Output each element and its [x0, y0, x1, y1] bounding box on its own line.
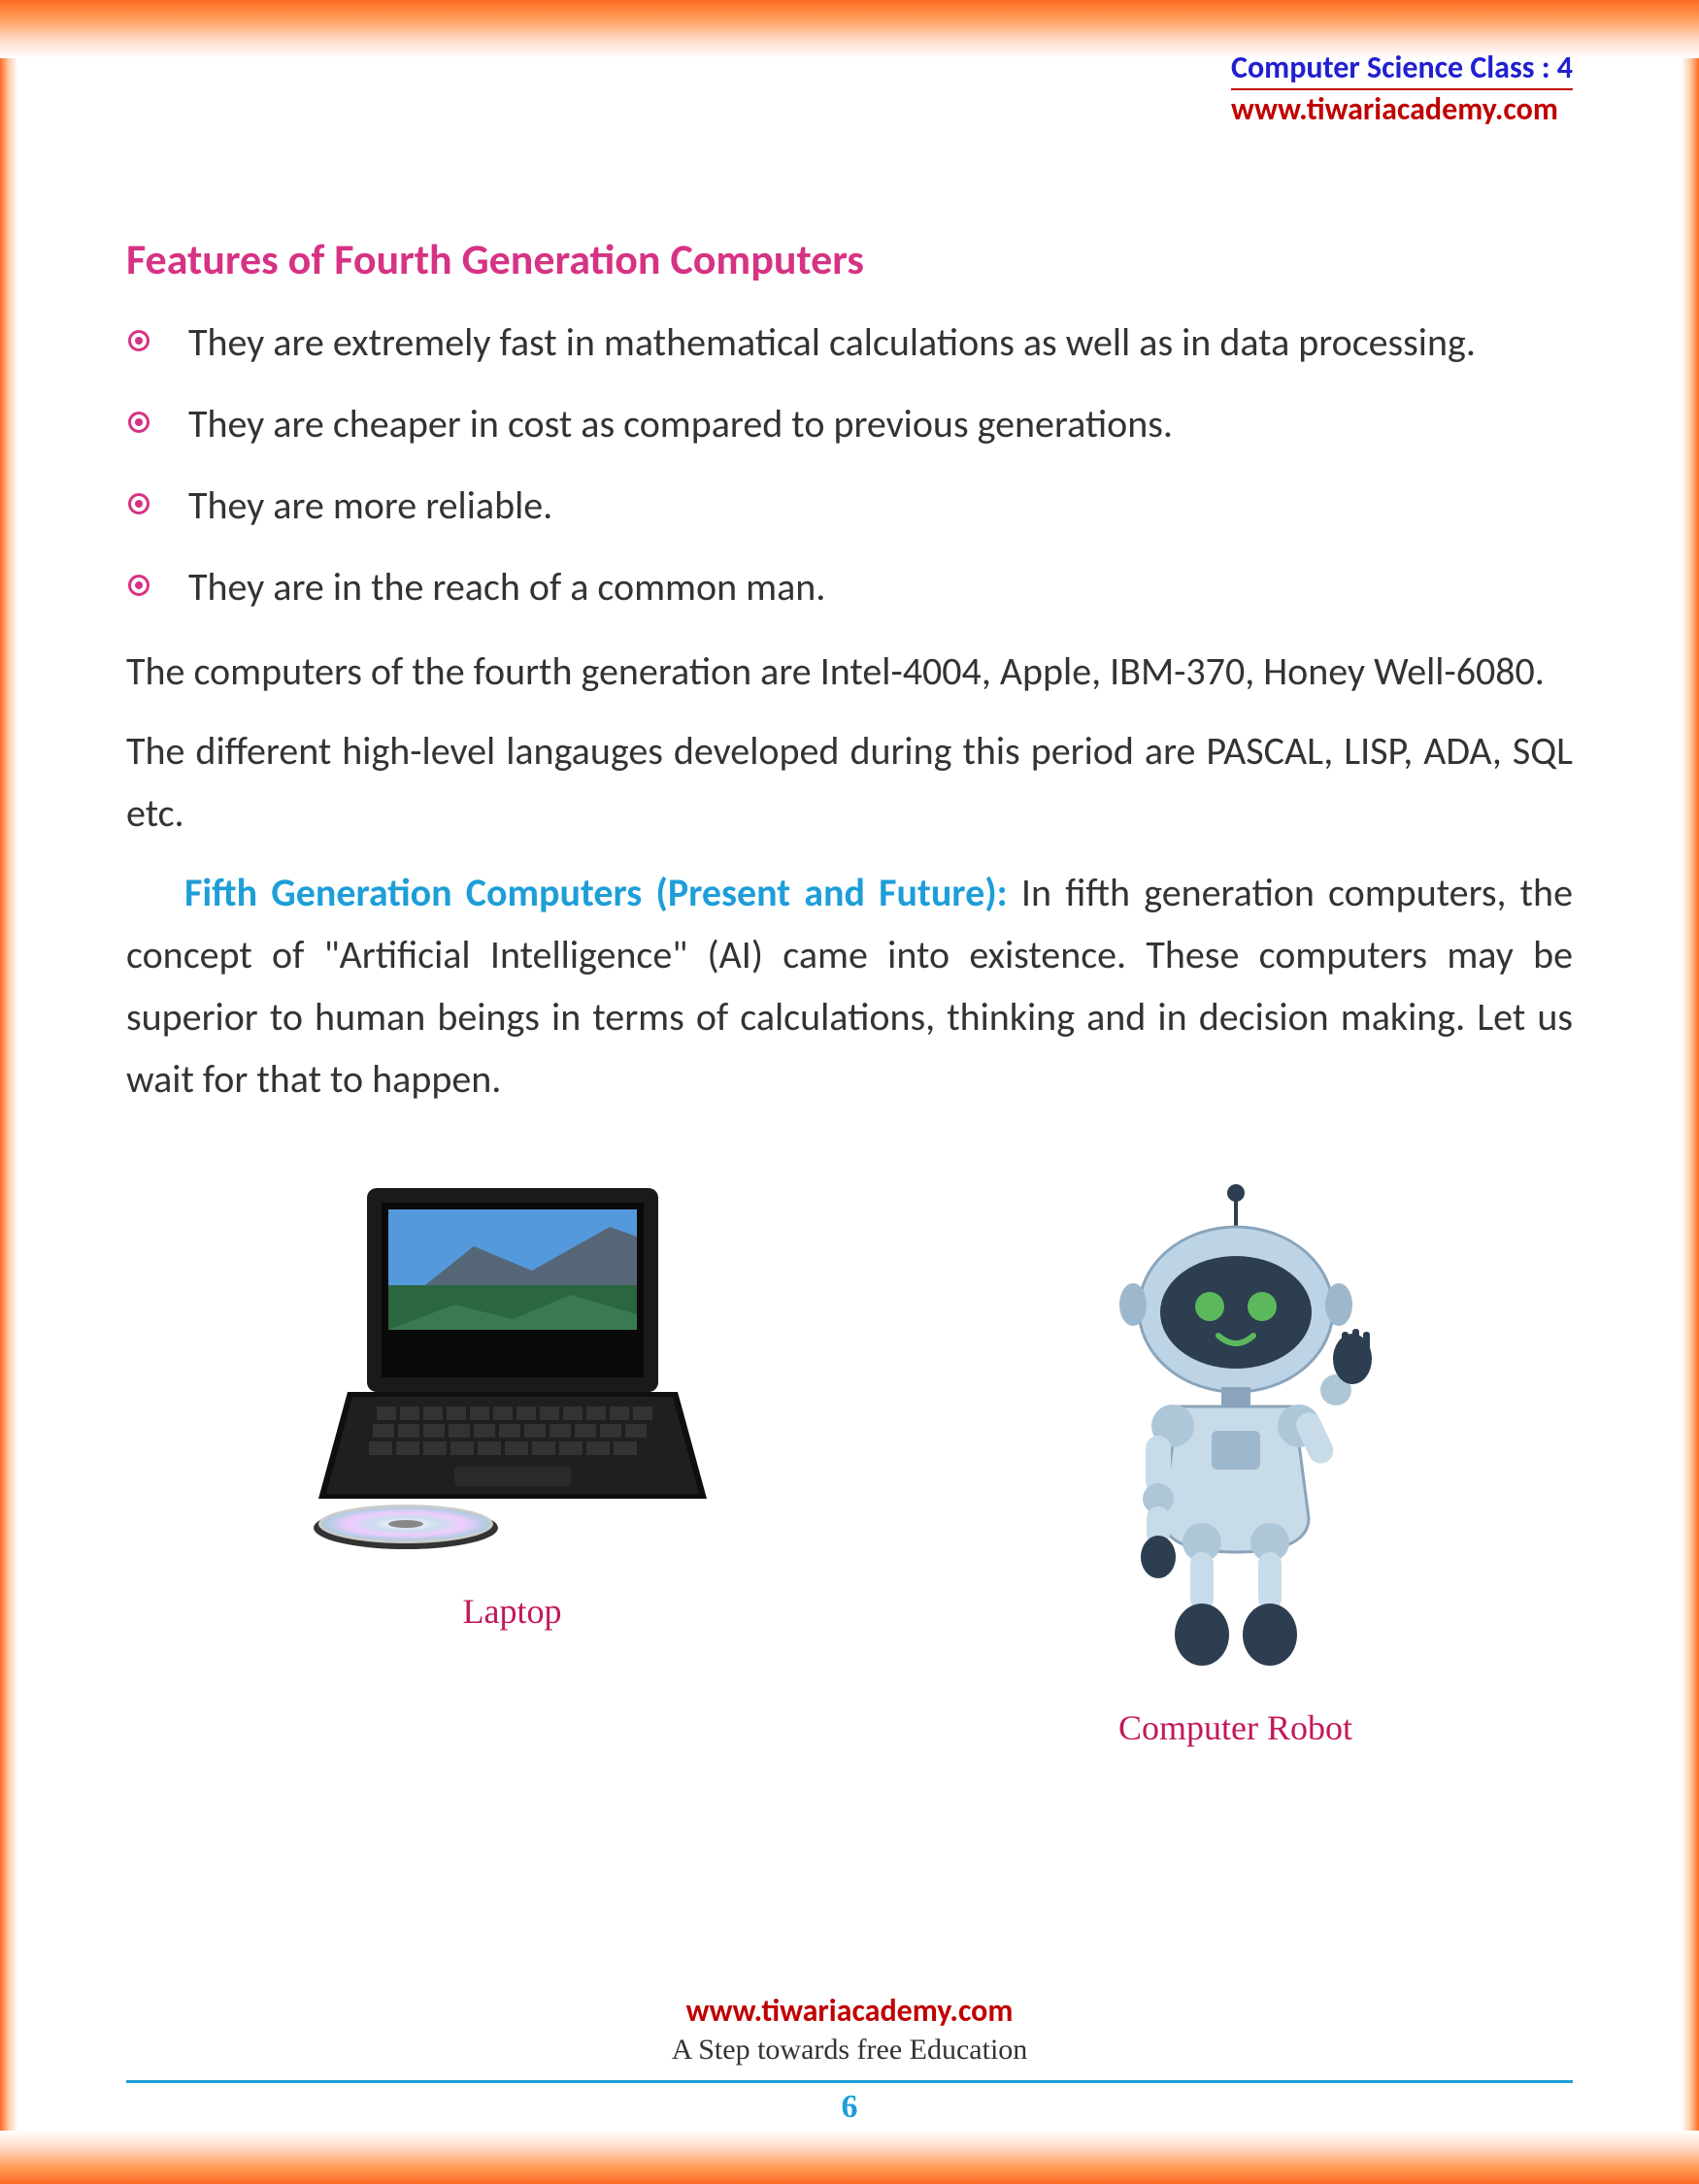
feature-list: They are extremely fast in mathematical … [126, 314, 1573, 615]
paragraph-languages: The different high-level langauges devel… [126, 720, 1573, 844]
images-row: Laptop [126, 1169, 1573, 1748]
class-label: Computer Science Class : 4 [1231, 49, 1573, 86]
list-item: They are more reliable. [126, 478, 1573, 534]
page-header: Computer Science Class : 4 www.tiwariaca… [1231, 49, 1573, 128]
laptop-block: Laptop [280, 1169, 746, 1632]
bottom-gradient [0, 2131, 1699, 2184]
section-title: Features of Fourth Generation Computers [126, 233, 1573, 285]
paragraph-fifth-gen: Fifth Generation Computers (Present and … [126, 862, 1573, 1110]
bullet-text: They are extremely fast in mathematical … [188, 318, 1476, 366]
footer-divider [126, 2080, 1573, 2083]
right-edge-gradient [1682, 0, 1699, 2184]
robot-block: Computer Robot [1051, 1169, 1420, 1748]
left-edge-gradient [0, 0, 17, 2184]
footer-tagline: A Step towards free Education [0, 2034, 1699, 2067]
bullet-text: They are more reliable. [188, 481, 552, 529]
page-number: 6 [0, 2089, 1699, 2126]
list-item: They are extremely fast in mathematical … [126, 314, 1573, 371]
header-url: www.tiwariacademy.com [1231, 88, 1573, 128]
bullet-icon [128, 412, 150, 433]
list-item: They are cheaper in cost as compared to … [126, 396, 1573, 452]
laptop-image [280, 1169, 746, 1557]
main-content: Features of Fourth Generation Computers … [126, 233, 1573, 1748]
bullet-icon [128, 575, 150, 596]
bullet-icon [128, 330, 150, 351]
page-footer: www.tiwariacademy.com A Step towards fre… [0, 1992, 1699, 2126]
list-item: They are in the reach of a common man. [126, 559, 1573, 615]
robot-caption: Computer Robot [1051, 1707, 1420, 1748]
laptop-caption: Laptop [280, 1591, 746, 1632]
bullet-text: They are in the reach of a common man. [188, 563, 825, 611]
bullet-icon [128, 493, 150, 514]
footer-url: www.tiwariacademy.com [0, 1992, 1699, 2030]
robot-image [1051, 1169, 1420, 1673]
paragraph-examples: The computers of the fourth generation a… [126, 641, 1573, 703]
inline-heading: Fifth Generation Computers (Present and … [184, 869, 1021, 916]
bullet-text: They are cheaper in cost as compared to … [188, 400, 1173, 447]
